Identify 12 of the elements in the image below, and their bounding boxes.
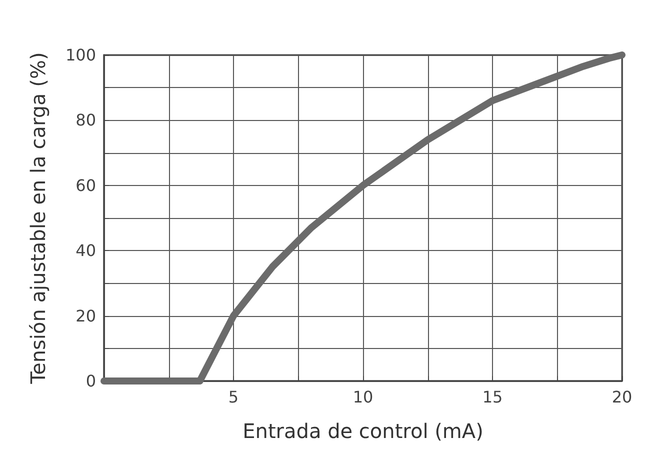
y-axis-title: Tensión ajustable en la carga (%) [26,52,50,385]
y-tick-label: 0 [86,372,96,390]
y-tick-label: 100 [65,46,96,64]
y-tick-label: 40 [76,241,96,260]
x-tick-label: 15 [482,388,503,406]
y-tick-label: 80 [76,110,96,130]
x-axis-title: Entrada de control (mA) [242,419,484,443]
y-tick-label: 20 [76,306,96,326]
x-tick-label: 10 [352,388,374,406]
x-tick-label: 20 [612,388,632,406]
x-tick-label: 5 [228,388,239,406]
y-tick-label: 60 [76,176,96,195]
